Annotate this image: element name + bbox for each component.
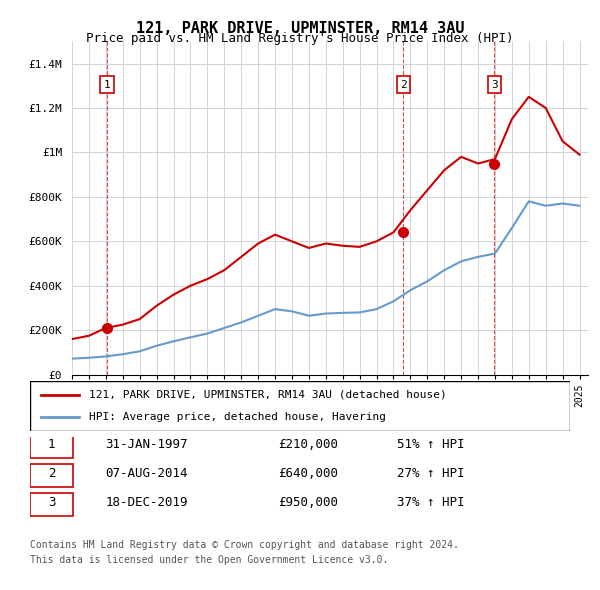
Text: 1: 1 bbox=[48, 438, 55, 451]
Text: This data is licensed under the Open Government Licence v3.0.: This data is licensed under the Open Gov… bbox=[30, 555, 388, 565]
Text: 3: 3 bbox=[48, 496, 55, 509]
Text: 37% ↑ HPI: 37% ↑ HPI bbox=[397, 496, 465, 509]
Text: 1: 1 bbox=[104, 80, 110, 90]
Text: 51% ↑ HPI: 51% ↑ HPI bbox=[397, 438, 465, 451]
Text: 121, PARK DRIVE, UPMINSTER, RM14 3AU: 121, PARK DRIVE, UPMINSTER, RM14 3AU bbox=[136, 21, 464, 35]
Text: Price paid vs. HM Land Registry's House Price Index (HPI): Price paid vs. HM Land Registry's House … bbox=[86, 32, 514, 45]
FancyBboxPatch shape bbox=[30, 435, 73, 458]
FancyBboxPatch shape bbox=[30, 381, 570, 431]
Text: 121, PARK DRIVE, UPMINSTER, RM14 3AU (detached house): 121, PARK DRIVE, UPMINSTER, RM14 3AU (de… bbox=[89, 389, 447, 399]
Text: 2: 2 bbox=[400, 80, 407, 90]
Text: Contains HM Land Registry data © Crown copyright and database right 2024.: Contains HM Land Registry data © Crown c… bbox=[30, 540, 459, 550]
Text: 3: 3 bbox=[491, 80, 497, 90]
Text: 18-DEC-2019: 18-DEC-2019 bbox=[106, 496, 188, 509]
Text: 2: 2 bbox=[48, 467, 55, 480]
Text: 07-AUG-2014: 07-AUG-2014 bbox=[106, 467, 188, 480]
Text: £210,000: £210,000 bbox=[278, 438, 338, 451]
Text: 27% ↑ HPI: 27% ↑ HPI bbox=[397, 467, 465, 480]
Text: 31-JAN-1997: 31-JAN-1997 bbox=[106, 438, 188, 451]
FancyBboxPatch shape bbox=[30, 464, 73, 487]
FancyBboxPatch shape bbox=[30, 493, 73, 516]
Text: £950,000: £950,000 bbox=[278, 496, 338, 509]
Text: HPI: Average price, detached house, Havering: HPI: Average price, detached house, Have… bbox=[89, 412, 386, 422]
Text: £640,000: £640,000 bbox=[278, 467, 338, 480]
